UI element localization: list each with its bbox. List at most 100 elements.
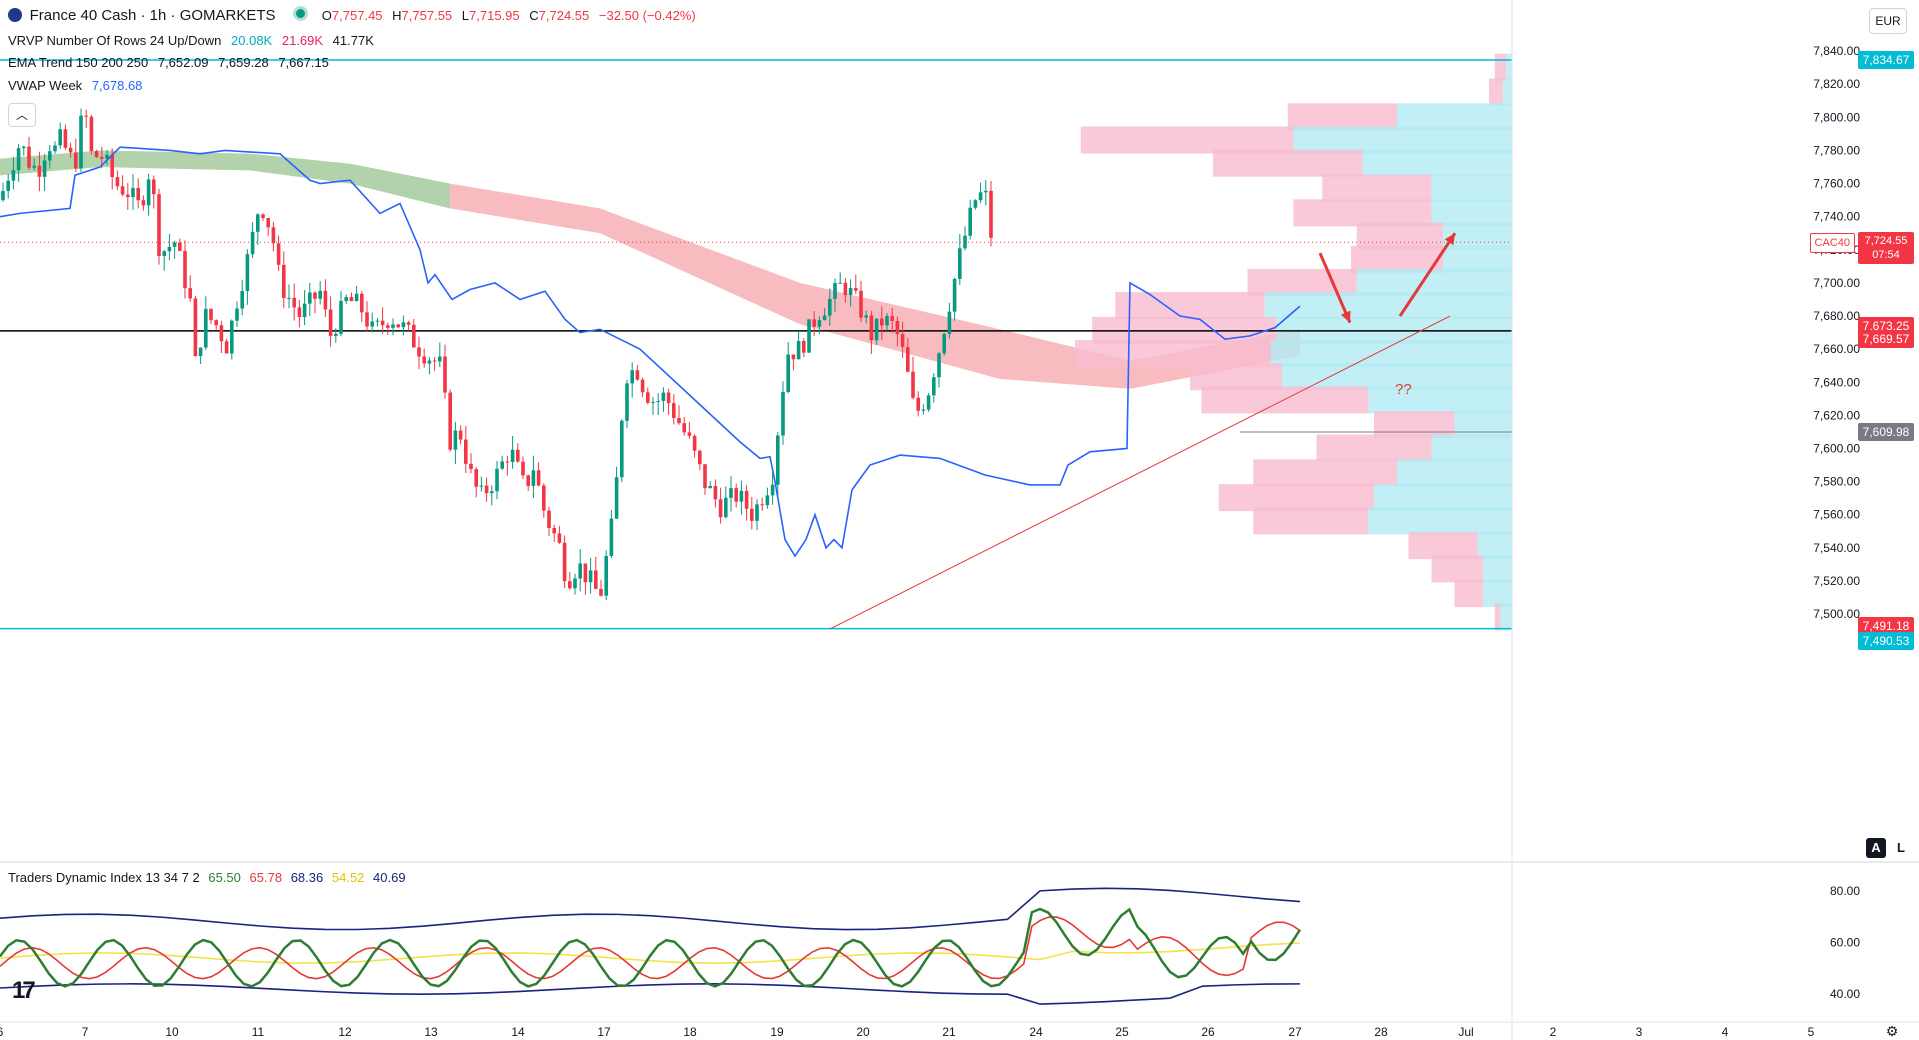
vp-bar-up <box>1454 411 1512 439</box>
candle-body <box>276 243 281 265</box>
tdi-rsi-line <box>0 907 1302 988</box>
vp-bar-up <box>1483 555 1512 583</box>
vp-bar-up <box>1500 603 1512 631</box>
candle-body <box>193 298 198 357</box>
candle-body <box>438 356 442 362</box>
vwap-legend[interactable]: VWAP Week 7,678.68 <box>8 75 148 97</box>
candle-body <box>635 370 640 380</box>
candle-body <box>833 283 837 299</box>
candle-body <box>578 563 582 579</box>
vp-bar-down <box>1293 199 1432 227</box>
current-price-tag: 7,724.55 07:54 <box>1858 232 1914 265</box>
candle-body <box>271 227 276 244</box>
candle-body <box>911 371 915 398</box>
candle-body <box>562 542 567 582</box>
candle-body <box>921 409 926 411</box>
price-tick-label: 7,840.00 <box>1813 44 1860 58</box>
vrvp-legend[interactable]: VRVP Number Of Rows 24 Up/Down 20.08K 21… <box>8 30 380 52</box>
candle-body <box>490 491 494 494</box>
vp-bar-up <box>1282 363 1512 391</box>
candle-body <box>464 439 468 464</box>
candle-body <box>245 254 250 291</box>
h-line-2-tag: 7,669.57 <box>1858 330 1914 349</box>
question-annotation: ?? <box>1395 381 1412 398</box>
candle-body <box>744 490 749 509</box>
candle-body <box>661 392 666 401</box>
candle-body <box>235 308 239 321</box>
candle-body <box>422 356 426 364</box>
auto-scale-button[interactable]: A <box>1866 838 1886 858</box>
time-tick-label: 3 <box>1636 1025 1643 1039</box>
vp-bar-up <box>1431 174 1512 202</box>
vp-bar-down <box>1247 268 1357 296</box>
price-tick-label: 7,500.00 <box>1813 607 1860 621</box>
candle-body <box>458 430 463 440</box>
vp-bar-down <box>1322 174 1432 202</box>
candle-body <box>146 179 151 206</box>
candle-body <box>6 180 10 192</box>
candle-body <box>74 152 78 169</box>
price-tick-label: 7,800.00 <box>1813 110 1860 124</box>
time-tick-label: 25 <box>1115 1025 1129 1039</box>
vp-bar-down <box>1201 386 1369 414</box>
candle-body <box>848 288 853 295</box>
ema-legend[interactable]: EMA Trend 150 200 250 7,652.09 7,659.28 … <box>8 52 335 74</box>
ema-band-polygon <box>0 150 1300 389</box>
time-tick-label: 24 <box>1029 1025 1043 1039</box>
vrvp-label: VRVP Number Of Rows 24 Up/Down <box>8 33 222 48</box>
candle-body <box>32 165 36 168</box>
osc-tick-label: 40.00 <box>1830 987 1860 1001</box>
candle-body <box>27 146 31 168</box>
candle-body <box>536 470 541 486</box>
candle-body <box>895 320 900 335</box>
candle-body <box>646 392 650 403</box>
chevron-up-icon: ︿ <box>15 108 28 122</box>
symbol-title[interactable]: France 40 Cash · 1h · GOMARKETS <box>29 7 276 24</box>
tdi-oscillator <box>0 887 1302 1005</box>
candle-body <box>328 309 333 336</box>
candle-body <box>765 495 770 506</box>
tradingview-logo[interactable]: 17 <box>12 977 36 1004</box>
vp-bar-up <box>1264 292 1512 320</box>
candle-body <box>620 420 624 478</box>
vp-bar-up <box>1397 459 1512 487</box>
candle-body <box>718 499 723 518</box>
candle-body <box>791 354 796 360</box>
vp-bar-down <box>1080 126 1294 154</box>
price-tick-label: 7,820.00 <box>1813 77 1860 91</box>
candle-body <box>287 297 291 299</box>
candles <box>1 108 993 601</box>
candle-body <box>334 333 338 336</box>
candle-body <box>708 486 712 489</box>
tdi-legend[interactable]: Traders Dynamic Index 13 34 7 2 65.50 65… <box>8 870 411 885</box>
candle-body <box>141 200 146 206</box>
candle-body <box>120 186 125 195</box>
price-tick-label: 7,700.00 <box>1813 276 1860 290</box>
candle-body <box>11 170 16 181</box>
vp-bar-up <box>1293 126 1512 154</box>
collapse-legend-button[interactable]: ︿ <box>8 103 36 127</box>
arrow-up-head <box>1444 233 1455 246</box>
vp-bar-up <box>1374 484 1512 512</box>
candle-body <box>687 432 692 436</box>
candle-body <box>812 319 816 327</box>
currency-selector[interactable]: EUR <box>1869 8 1907 34</box>
candle-body <box>256 214 260 232</box>
candle-body <box>183 250 187 289</box>
symbol-legend[interactable]: France 40 Cash · 1h · GOMARKETS O7,757.4… <box>8 5 702 27</box>
vwap-line <box>0 146 1301 558</box>
candle-body <box>963 235 967 249</box>
price-tick-label: 7,620.00 <box>1813 408 1860 422</box>
current-price-value: 7,724.55 <box>1864 235 1908 248</box>
vrvp-v1: 20.08K <box>231 33 273 48</box>
candle-body <box>542 485 546 511</box>
arrow-down-head <box>1340 310 1351 323</box>
candle-body <box>698 450 702 465</box>
log-scale-button[interactable]: L <box>1897 840 1905 855</box>
tdi-label: Traders Dynamic Index 13 34 7 2 <box>8 870 200 885</box>
candle-body <box>178 242 182 251</box>
candle-body <box>204 308 208 348</box>
candle-body <box>136 187 140 201</box>
market-status-icon <box>293 6 309 21</box>
